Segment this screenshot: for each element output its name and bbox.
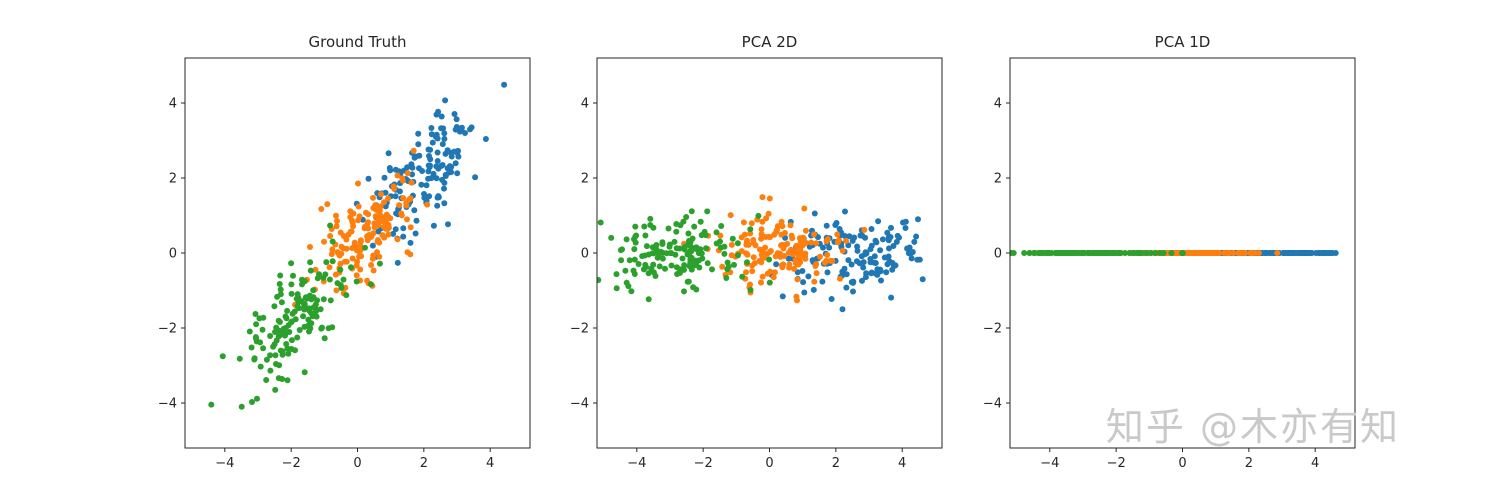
series-class-orange — [292, 147, 431, 308]
watermark-text: 知乎 @木亦有知 — [1105, 405, 1400, 449]
series-class-orange — [681, 194, 868, 304]
series-class-green — [597, 208, 773, 303]
x-tick-label: 2 — [420, 456, 428, 471]
y-tick-label: 4 — [169, 97, 177, 112]
y-tick-label: 2 — [169, 172, 177, 187]
y-tick-label: −4 — [158, 397, 177, 412]
axes-ground-truth: −4 −2 0 2 4 −4 −2 0 2 4 — [158, 57, 531, 471]
y-tick-label: 4 — [581, 97, 589, 112]
y-ticks: −4 −2 0 2 4 — [570, 97, 597, 412]
subplot-ground-truth: Ground Truth −4 −2 0 2 4 −4 −2 0 2 4 — [125, 20, 545, 490]
x-tick-label: −4 — [627, 456, 646, 471]
y-tick-label: 4 — [994, 97, 1002, 112]
y-tick-label: 0 — [169, 247, 177, 262]
scatter-points — [208, 81, 508, 410]
subplot-title-ground-truth: Ground Truth — [308, 33, 407, 51]
x-tick-label: 2 — [1245, 456, 1253, 471]
y-tick-label: −4 — [983, 397, 1002, 412]
scatter-points — [597, 194, 926, 313]
x-tick-label: 4 — [1311, 456, 1319, 471]
x-tick-label: 0 — [765, 456, 773, 471]
x-ticks: −4 −2 0 2 4 — [627, 448, 906, 471]
scatter-points — [1010, 250, 1339, 256]
x-ticks: −4 −2 0 2 4 — [1040, 448, 1319, 471]
x-tick-label: −2 — [1107, 456, 1126, 471]
y-tick-label: −2 — [983, 322, 1002, 337]
y-tick-label: 2 — [994, 172, 1002, 187]
y-ticks: −4 −2 0 2 4 — [983, 97, 1010, 412]
y-tick-label: 0 — [581, 247, 589, 262]
axes-pca-2d: −4 −2 0 2 4 −4 −2 0 2 4 — [570, 57, 943, 471]
subplot-pca-1d: PCA 1D −4 −2 0 2 4 −4 −2 0 2 4 — [950, 20, 1370, 490]
x-tick-label: 0 — [353, 456, 361, 471]
y-tick-label: 0 — [994, 247, 1002, 262]
x-tick-label: 0 — [1178, 456, 1186, 471]
y-tick-label: −2 — [570, 322, 589, 337]
x-tick-label: −4 — [215, 456, 234, 471]
x-tick-label: −4 — [1040, 456, 1059, 471]
y-tick-label: −4 — [570, 397, 589, 412]
x-tick-label: −2 — [694, 456, 713, 471]
subplot-pca-2d: PCA 2D −4 −2 0 2 4 −4 −2 0 2 4 — [537, 20, 957, 490]
subplot-title-pca-1d: PCA 1D — [1154, 33, 1211, 51]
series-class-green — [208, 222, 383, 410]
x-ticks: −4 −2 0 2 4 — [215, 448, 494, 471]
x-tick-label: 4 — [486, 456, 494, 471]
x-tick-label: 2 — [832, 456, 840, 471]
x-tick-label: −2 — [282, 456, 301, 471]
axes-pca-1d: −4 −2 0 2 4 −4 −2 0 2 4 — [983, 57, 1356, 471]
y-tick-label: −2 — [158, 322, 177, 337]
x-tick-label: 4 — [898, 456, 906, 471]
y-ticks: −4 −2 0 2 4 — [158, 97, 185, 412]
y-tick-label: 2 — [581, 172, 589, 187]
subplot-title-pca-2d: PCA 2D — [741, 33, 798, 51]
series-class-green — [1010, 250, 1186, 256]
